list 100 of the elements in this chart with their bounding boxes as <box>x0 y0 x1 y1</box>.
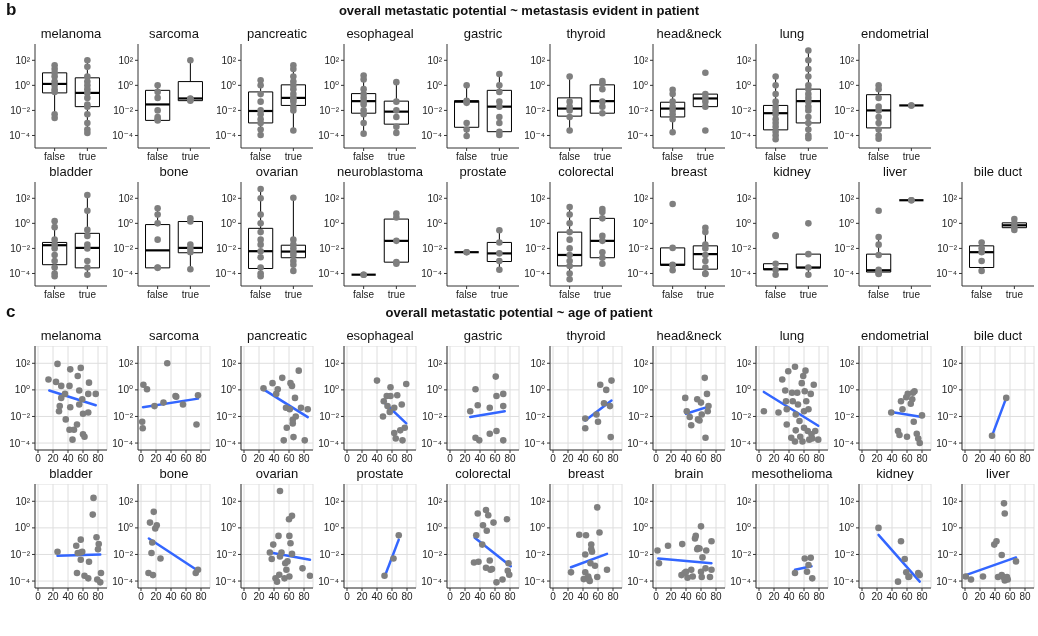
chart-title: neuroblastoma <box>336 164 424 179</box>
x-tick-label: 40 <box>62 453 74 465</box>
y-tick-label: 10² <box>324 54 340 66</box>
x-tick-label: 40 <box>577 453 589 465</box>
x-tick-label: 20 <box>665 591 677 603</box>
chart-title: gastric <box>462 26 504 41</box>
y-tick-label: 10² <box>324 495 340 507</box>
x-tick-label: true <box>78 151 97 163</box>
x-tick-label: 20 <box>47 591 59 603</box>
x-tick-label: true <box>387 151 406 163</box>
x-tick-label: 80 <box>92 453 104 465</box>
y-tick-label: 10² <box>15 54 31 66</box>
x-tick-label: false <box>353 289 375 301</box>
y-tick-label: 10⁰ <box>735 217 751 229</box>
x-tick-label: 20 <box>459 591 471 603</box>
chart-title: colorectal <box>454 466 512 481</box>
x-tick-label: 60 <box>489 453 501 465</box>
x-tick-label: false <box>765 289 787 301</box>
y-tick-label: 10² <box>324 192 340 204</box>
y-tick-label: 10⁰ <box>14 522 30 534</box>
x-tick-label: 80 <box>710 453 722 465</box>
x-tick-label: 80 <box>298 453 310 465</box>
x-tick-label: 60 <box>386 453 398 465</box>
y-tick-label: 10⁰ <box>529 384 545 396</box>
y-tick-label: 10⁰ <box>426 217 442 229</box>
x-tick-label: true <box>799 289 818 301</box>
x-tick-label: 80 <box>813 453 825 465</box>
x-tick-label: 80 <box>195 453 207 465</box>
x-tick-label: 0 <box>756 453 763 465</box>
x-tick-label: 20 <box>768 453 780 465</box>
y-tick-label: 10⁻² <box>216 549 237 561</box>
y-tick-label: 10² <box>839 192 855 204</box>
y-tick-label: 10⁻² <box>834 411 855 423</box>
chart-title: kidney <box>772 164 812 179</box>
y-tick-label: 10² <box>736 54 752 66</box>
y-tick-label: 10⁻⁴ <box>833 575 854 587</box>
y-tick-label: 10⁻⁴ <box>936 268 957 280</box>
x-tick-label: 60 <box>695 453 707 465</box>
y-tick-label: 10⁻⁴ <box>730 575 751 587</box>
y-tick-label: 10⁻² <box>628 411 649 423</box>
chart-title: kidney <box>875 466 915 481</box>
y-tick-label: 10⁻² <box>422 411 443 423</box>
y-tick-label: 10⁻⁴ <box>627 268 648 280</box>
y-tick-label: 10⁰ <box>220 217 236 229</box>
x-tick-label: false <box>147 151 169 163</box>
y-tick-label: 10² <box>633 495 649 507</box>
chart-title: pancreatic <box>246 26 308 41</box>
y-tick-label: 10² <box>15 192 31 204</box>
x-tick-label: true <box>593 289 612 301</box>
x-tick-label: 0 <box>241 453 248 465</box>
chart-title: bone <box>158 164 190 179</box>
y-tick-label: 10² <box>15 495 31 507</box>
y-tick-label: 10⁰ <box>632 217 648 229</box>
x-tick-label: 60 <box>1004 591 1016 603</box>
x-tick-label: 20 <box>974 591 986 603</box>
chart-title: bone <box>158 466 190 481</box>
y-tick-label: 10⁻² <box>628 242 649 254</box>
y-tick-label: 10⁻⁴ <box>318 437 339 449</box>
chart-title: liver <box>985 466 1011 481</box>
x-tick-label: false <box>44 289 66 301</box>
x-tick-label: false <box>662 289 684 301</box>
y-tick-label: 10² <box>427 192 443 204</box>
y-tick-label: 10⁻² <box>731 104 752 116</box>
x-tick-label: 40 <box>577 591 589 603</box>
chart-title: bile duct <box>972 164 1024 179</box>
y-tick-label: 10⁻² <box>731 411 752 423</box>
x-tick-label: 80 <box>1019 453 1031 465</box>
y-tick-label: 10⁰ <box>117 217 133 229</box>
y-tick-label: 10⁻⁴ <box>421 268 442 280</box>
y-tick-label: 10⁰ <box>426 384 442 396</box>
x-tick-label: true <box>490 289 509 301</box>
y-tick-label: 10⁻² <box>834 242 855 254</box>
y-tick-label: 10² <box>839 54 855 66</box>
x-tick-label: false <box>44 151 66 163</box>
y-tick-label: 10⁰ <box>529 217 545 229</box>
y-tick-label: 10⁻² <box>113 242 134 254</box>
x-tick-label: 0 <box>859 453 866 465</box>
y-tick-label: 10⁻² <box>422 242 443 254</box>
y-tick-label: 10⁻² <box>10 242 31 254</box>
y-tick-label: 10² <box>15 357 31 369</box>
x-tick-label: 40 <box>680 591 692 603</box>
y-tick-label: 10⁻⁴ <box>9 575 30 587</box>
x-tick-label: 60 <box>489 591 501 603</box>
y-tick-label: 10⁻² <box>525 411 546 423</box>
x-tick-label: 80 <box>710 591 722 603</box>
x-tick-label: 80 <box>92 591 104 603</box>
y-tick-label: 10⁻² <box>937 411 958 423</box>
x-tick-label: 80 <box>401 591 413 603</box>
chart-title: liver <box>882 164 908 179</box>
y-tick-label: 10⁰ <box>735 79 751 91</box>
x-tick-label: false <box>971 289 993 301</box>
x-tick-label: true <box>696 289 715 301</box>
x-tick-label: 80 <box>195 591 207 603</box>
y-tick-label: 10⁻⁴ <box>421 575 442 587</box>
x-tick-label: 0 <box>138 453 145 465</box>
y-tick-label: 10⁻² <box>525 549 546 561</box>
y-tick-label: 10⁻⁴ <box>112 437 133 449</box>
y-tick-label: 10⁻² <box>216 104 237 116</box>
x-tick-label: 80 <box>607 453 619 465</box>
y-tick-label: 10⁰ <box>14 217 30 229</box>
